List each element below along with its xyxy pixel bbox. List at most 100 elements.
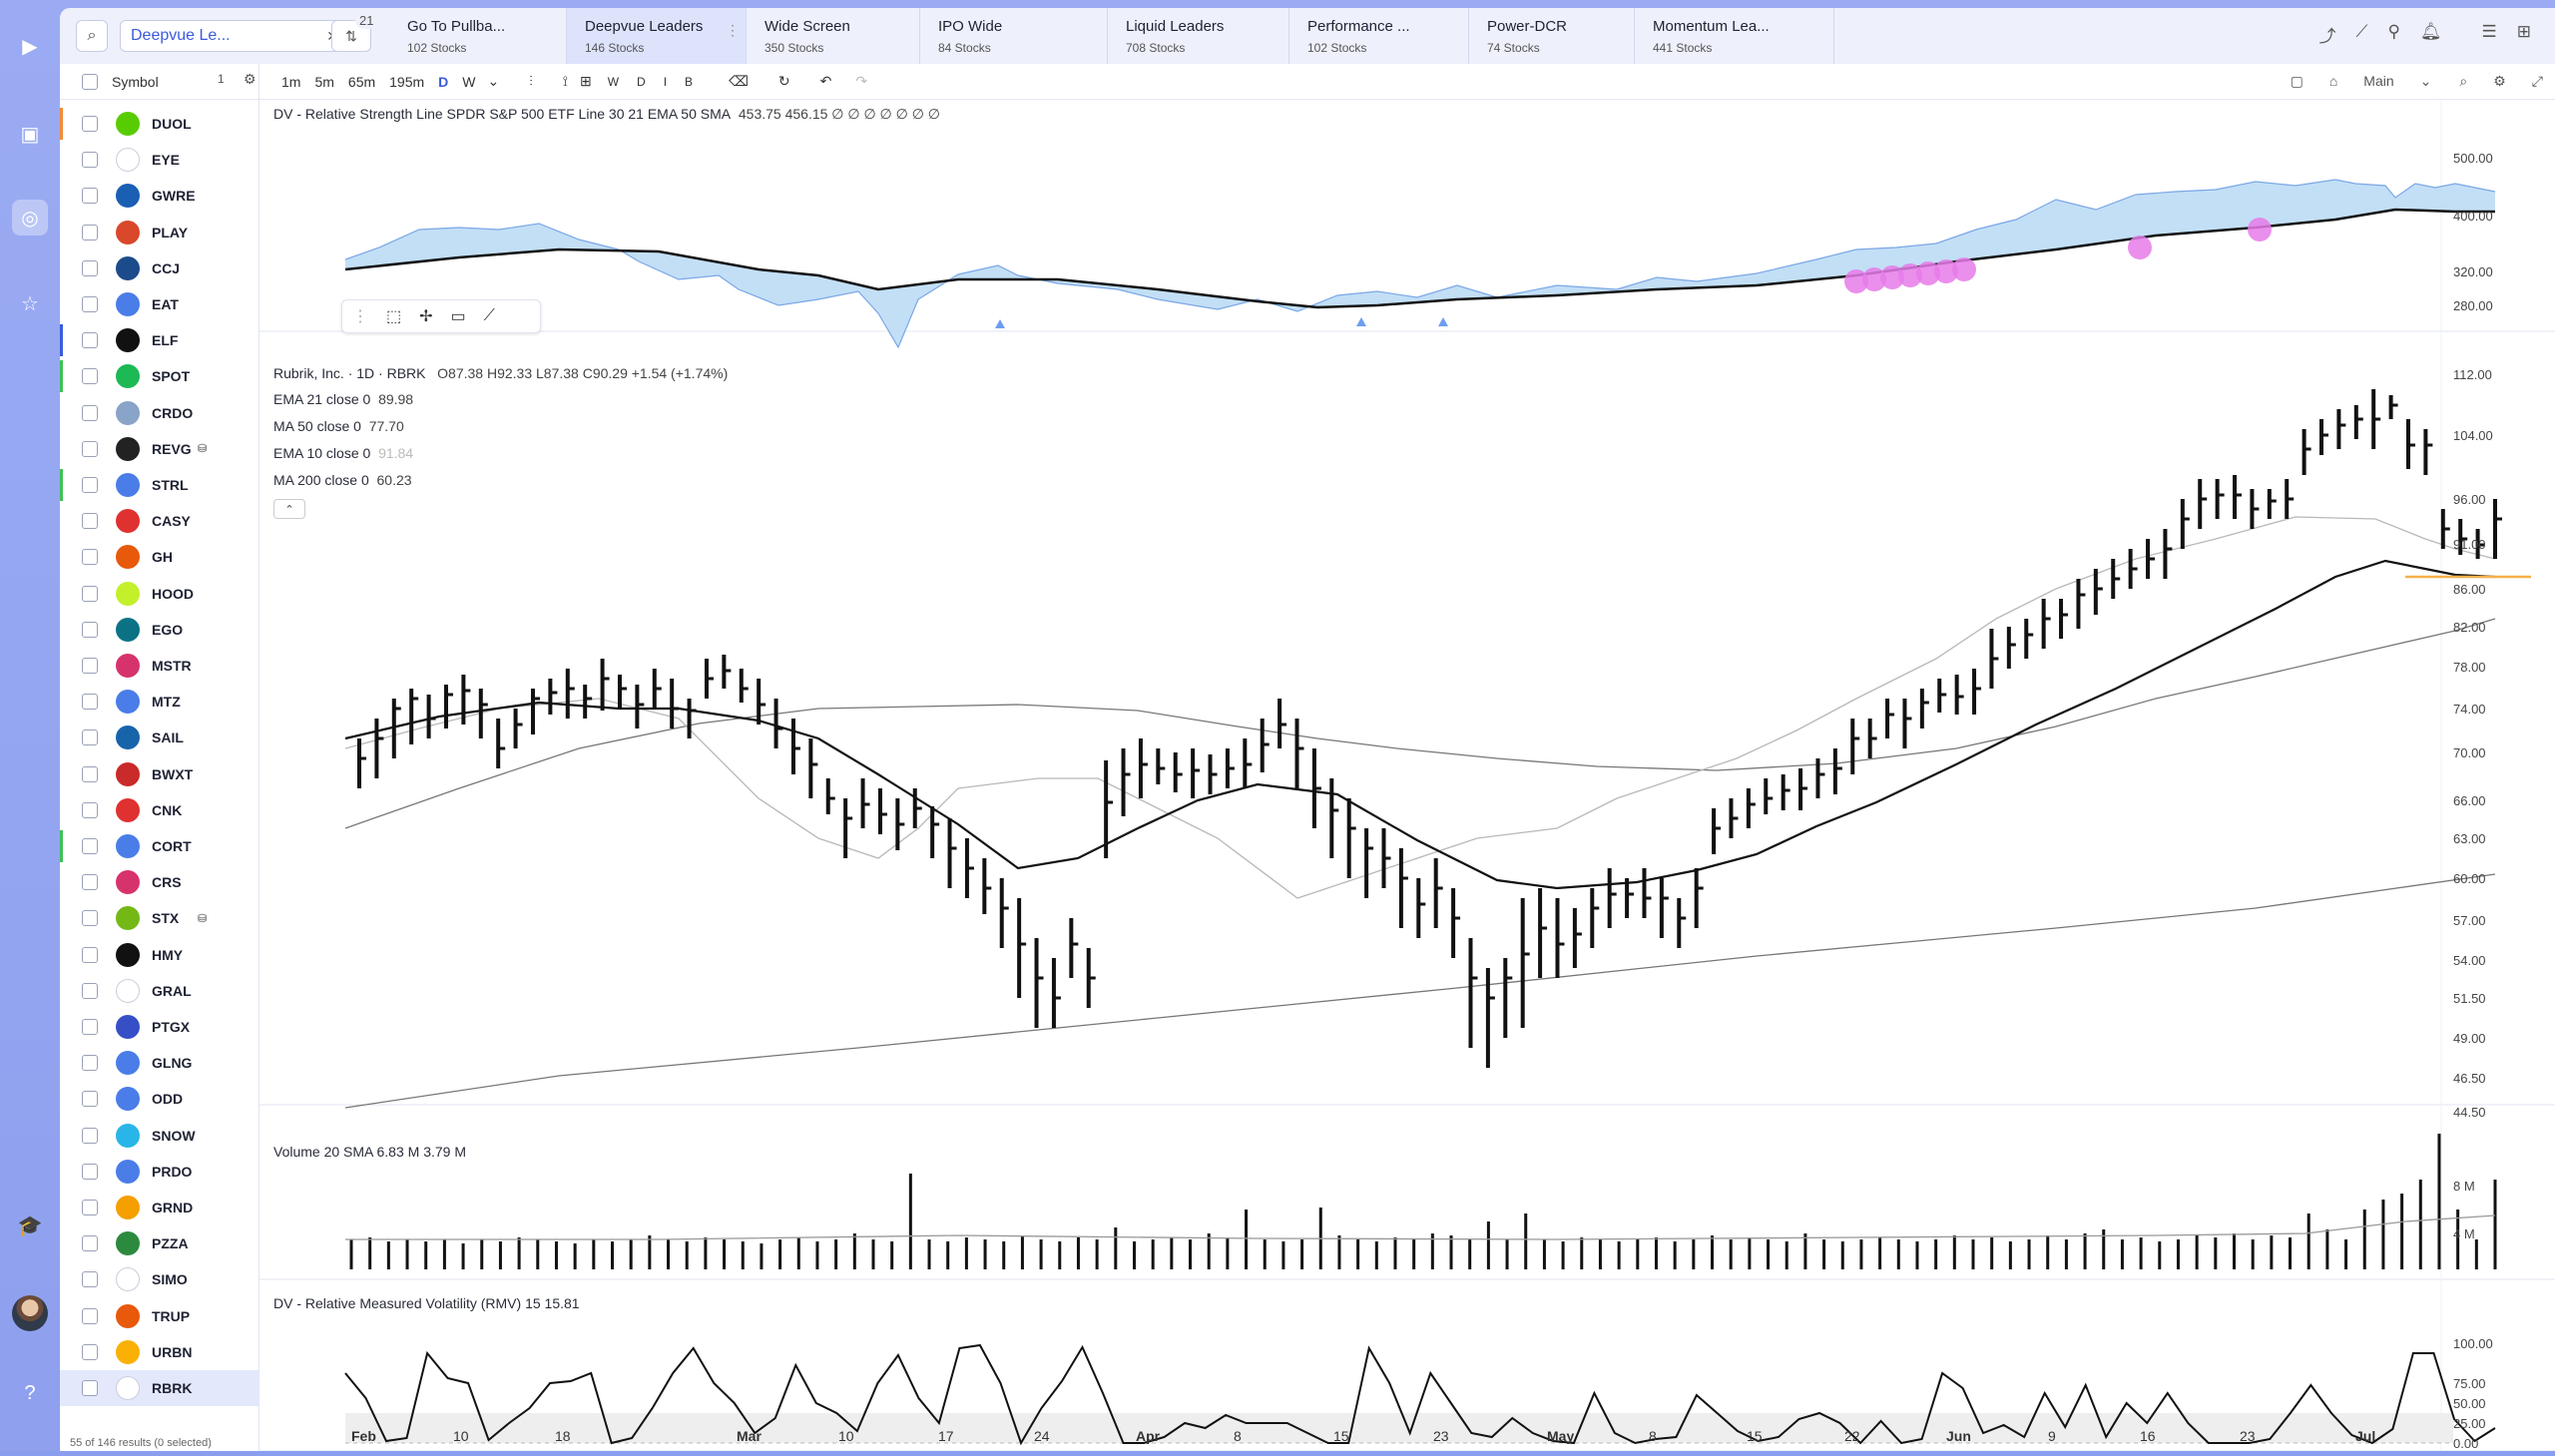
row-checkbox[interactable] bbox=[82, 188, 98, 205]
eraser-icon[interactable]: ⌫ bbox=[729, 73, 749, 89]
list-item[interactable]: STRL bbox=[60, 467, 259, 503]
row-checkbox[interactable] bbox=[82, 332, 98, 349]
row-checkbox[interactable] bbox=[82, 404, 98, 421]
list-item[interactable]: CNK bbox=[60, 792, 259, 828]
list-item[interactable]: STX ⛁ bbox=[60, 900, 259, 936]
chevron-down-icon[interactable]: ⌄ bbox=[487, 73, 500, 89]
list-item[interactable]: URBN bbox=[60, 1334, 259, 1370]
row-checkbox[interactable] bbox=[82, 549, 98, 566]
refresh-icon[interactable]: ↻ bbox=[777, 73, 790, 89]
share-icon[interactable]: ⤴ bbox=[2318, 27, 2336, 46]
select-all-checkbox[interactable] bbox=[82, 73, 98, 90]
period-button[interactable]: D bbox=[637, 74, 646, 89]
list-item[interactable]: PZZA bbox=[60, 1225, 259, 1261]
timeframe-button[interactable]: D bbox=[438, 73, 449, 90]
fullscreen-icon[interactable]: ⤢ bbox=[2531, 73, 2543, 89]
undo-icon[interactable]: ↶ bbox=[819, 73, 832, 89]
list-item[interactable]: GLNG bbox=[60, 1045, 259, 1081]
dashboard-icon[interactable]: ▣ bbox=[20, 123, 40, 146]
alert-bell-icon[interactable]: 🔔︎ bbox=[2419, 22, 2442, 41]
list-item[interactable]: PTGX bbox=[60, 1009, 259, 1045]
education-icon[interactable]: 🎓 bbox=[17, 1214, 43, 1237]
row-checkbox[interactable] bbox=[82, 513, 98, 530]
help-icon[interactable]: ? bbox=[24, 1381, 36, 1404]
list-item[interactable]: CASY bbox=[60, 503, 259, 539]
chart-canvas[interactable]: 500.00 400.00 320.00 280.00 112.00 104.00 96.0… bbox=[259, 100, 2555, 1452]
list-item[interactable]: HMY bbox=[60, 937, 259, 973]
tab-watchlist[interactable]: Go To Pullba... 102 Stocks bbox=[389, 8, 567, 64]
row-checkbox[interactable] bbox=[82, 946, 98, 963]
row-checkbox[interactable] bbox=[82, 296, 98, 312]
line-chart-icon[interactable]: ⟋ bbox=[2355, 22, 2368, 41]
tab-watchlist[interactable]: IPO Wide 84 Stocks bbox=[920, 8, 1108, 64]
row-checkbox[interactable] bbox=[82, 259, 98, 276]
trendline-tool-icon[interactable]: ⟋ bbox=[483, 307, 495, 324]
list-item[interactable]: ELF bbox=[60, 322, 259, 358]
row-checkbox[interactable] bbox=[82, 765, 98, 782]
row-checkbox[interactable] bbox=[82, 1200, 98, 1215]
list-item[interactable]: SIMO bbox=[60, 1261, 259, 1297]
grid-view-icon[interactable]: ⊞ bbox=[2516, 22, 2531, 41]
list-item[interactable]: REVG ⛁ bbox=[60, 431, 259, 467]
row-checkbox[interactable] bbox=[82, 874, 98, 891]
list-item[interactable]: EAT bbox=[60, 286, 259, 322]
row-checkbox[interactable] bbox=[82, 1307, 98, 1324]
tab-watchlist[interactable]: Power-DCR 74 Stocks bbox=[1469, 8, 1635, 64]
comment-tool-icon[interactable]: ▭ bbox=[450, 308, 466, 325]
list-item[interactable]: MTZ bbox=[60, 684, 259, 720]
layout-icon[interactable]: ▢ bbox=[2290, 73, 2303, 89]
row-checkbox[interactable] bbox=[82, 838, 98, 854]
templates-icon[interactable]: ⊞ bbox=[579, 73, 592, 89]
list-item[interactable]: TRUP bbox=[60, 1298, 259, 1334]
list-item[interactable]: GRAL bbox=[60, 973, 259, 1009]
row-checkbox[interactable] bbox=[82, 1127, 98, 1144]
indicators-icon[interactable]: ⫶ bbox=[529, 73, 533, 89]
compare-icon[interactable]: ⚲ bbox=[2387, 22, 2400, 41]
redo-icon[interactable]: ↷ bbox=[855, 73, 868, 89]
row-checkbox[interactable] bbox=[82, 1019, 98, 1035]
layout-name[interactable]: Main bbox=[2363, 73, 2394, 89]
row-checkbox[interactable] bbox=[82, 1091, 98, 1108]
list-item[interactable]: CCJ bbox=[60, 250, 259, 286]
folder-icon[interactable]: ⌂ bbox=[2328, 73, 2338, 89]
timeframe-button[interactable]: 65m bbox=[347, 73, 376, 90]
timeframe-button[interactable]: 5m bbox=[314, 73, 334, 90]
list-item[interactable]: RBRK bbox=[60, 1370, 259, 1406]
rectangle-tool-icon[interactable]: ⬚ bbox=[386, 308, 402, 325]
list-item[interactable]: PLAY bbox=[60, 215, 259, 250]
studies-icon[interactable]: ⟟ bbox=[562, 73, 568, 89]
tab-watchlist[interactable]: Wide Screen 350 Stocks bbox=[747, 8, 920, 64]
period-button[interactable]: W bbox=[607, 74, 620, 89]
list-item[interactable]: CORT bbox=[60, 828, 259, 864]
row-checkbox[interactable] bbox=[82, 658, 98, 674]
list-item[interactable]: CRDO bbox=[60, 395, 259, 431]
tab-watchlist[interactable]: Momentum Lea... 441 Stocks bbox=[1635, 8, 1834, 64]
row-checkbox[interactable] bbox=[82, 1055, 98, 1072]
row-checkbox[interactable] bbox=[82, 585, 98, 602]
timeframe-button[interactable]: 195m bbox=[389, 73, 425, 90]
search-icon[interactable]: ⌕ bbox=[76, 20, 108, 52]
timeframe-button[interactable]: W bbox=[462, 73, 476, 90]
list-item[interactable]: MSTR bbox=[60, 648, 259, 684]
row-checkbox[interactable] bbox=[82, 152, 98, 169]
tab-menu-icon[interactable]: ⋮ bbox=[726, 22, 740, 38]
row-checkbox[interactable] bbox=[82, 1271, 98, 1288]
list-item[interactable]: EYE bbox=[60, 142, 259, 178]
tab-watchlist[interactable]: Performance ... 102 Stocks bbox=[1289, 8, 1469, 64]
row-checkbox[interactable] bbox=[82, 982, 98, 999]
zoom-icon[interactable]: ⌕ bbox=[2459, 73, 2468, 89]
list-item[interactable]: GH bbox=[60, 539, 259, 575]
row-checkbox[interactable] bbox=[82, 801, 98, 818]
tab-watchlist[interactable]: Liquid Leaders 708 Stocks bbox=[1108, 8, 1289, 64]
drag-handle-icon[interactable]: ⋮ bbox=[352, 308, 368, 325]
row-checkbox[interactable] bbox=[82, 621, 98, 638]
row-checkbox[interactable] bbox=[82, 1380, 98, 1396]
row-checkbox[interactable] bbox=[82, 1163, 98, 1180]
list-item[interactable]: SNOW bbox=[60, 1118, 259, 1154]
list-item[interactable]: GRND bbox=[60, 1190, 259, 1225]
list-item[interactable]: GWRE bbox=[60, 178, 259, 214]
tab-watchlist[interactable]: Deepvue Leaders 146 Stocks ⋮ bbox=[567, 8, 747, 64]
symbol-column-header[interactable]: Symbol bbox=[112, 73, 159, 90]
chart-area[interactable]: 500.00 400.00 320.00 280.00 112.00 104.00 96.0… bbox=[259, 100, 2555, 1452]
chevron-down-icon[interactable]: ⌄ bbox=[2419, 73, 2432, 89]
